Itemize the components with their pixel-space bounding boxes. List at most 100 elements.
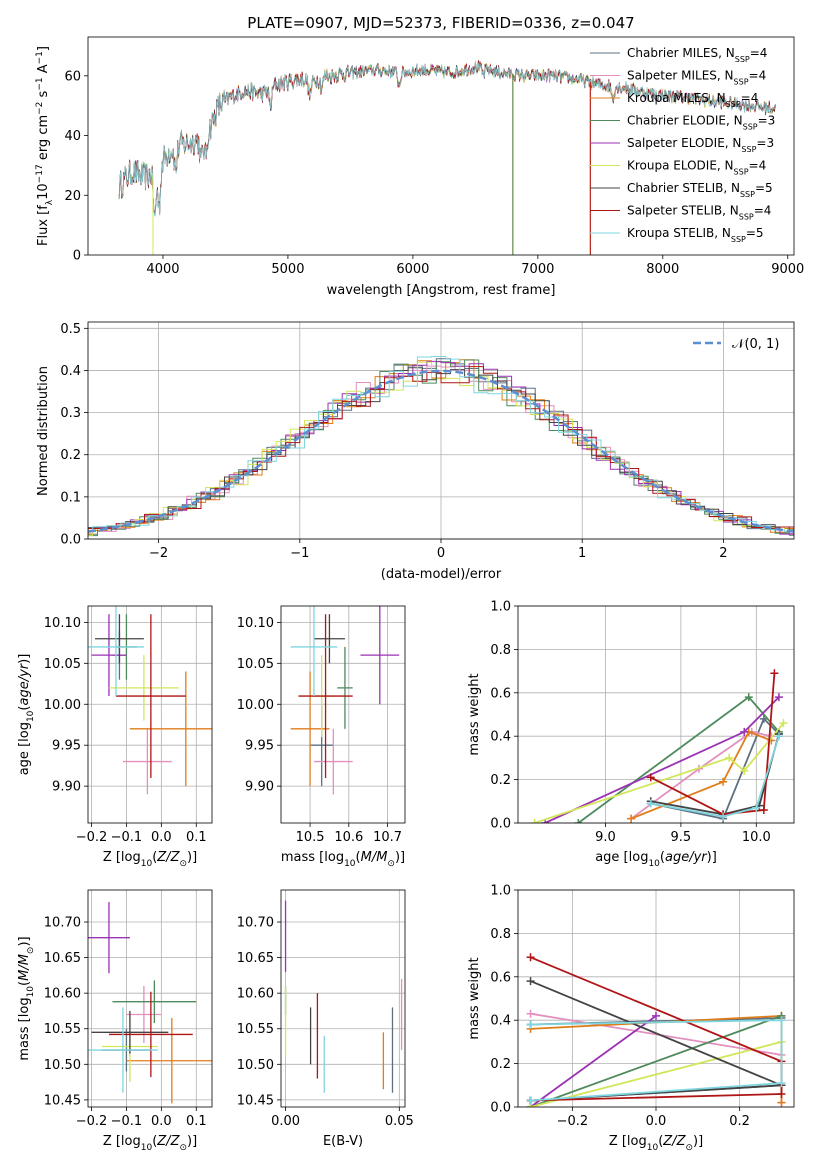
x-tick-label: 4000 bbox=[146, 262, 179, 277]
weight-line-chabrier_elodie bbox=[530, 1015, 782, 1107]
x-tick-label: 10.0 bbox=[742, 830, 771, 845]
weight-line-kroupa_elodie bbox=[530, 1041, 782, 1107]
x-axis-label: Z [log10(Z/Z⊙)] bbox=[103, 850, 197, 869]
weight-marker-kroupa_stelib bbox=[777, 1016, 786, 1025]
axes-frame bbox=[280, 605, 406, 824]
weight-line-salpeter_elodie bbox=[529, 1015, 657, 1107]
x-tick-label: 0 bbox=[437, 546, 445, 561]
x-tick-label: 6000 bbox=[396, 262, 429, 277]
legend-count: =5 bbox=[746, 226, 764, 240]
label-part: 10 bbox=[647, 1143, 659, 1153]
label-part: Z/Z bbox=[156, 850, 180, 865]
label-part: age/yr bbox=[665, 850, 708, 865]
weight-marker-kroupa_stelib bbox=[774, 732, 783, 741]
y-tick-label: 10.50 bbox=[44, 1058, 81, 1073]
legend-label-chabrier_elodie: Chabrier ELODIE, NSSP=3 bbox=[627, 114, 775, 132]
legend-label-kroupa_miles: Kroupa MILES, NSSP=4 bbox=[627, 91, 758, 109]
x-tick-label: 8000 bbox=[646, 262, 679, 277]
y-axis-label: Flux [fλ10−17 erg cm−2 s−1 A−1] bbox=[35, 46, 55, 246]
weight-line-chabrier_elodie bbox=[577, 695, 780, 823]
x-axis-label: E(B-V) bbox=[323, 1134, 363, 1149]
x-tick-label: 0.0 bbox=[646, 1114, 667, 1129]
weight-marker-salpeter_stelib bbox=[777, 1089, 786, 1098]
y-tick-label: 10.50 bbox=[237, 1058, 274, 1073]
x-tick-label: −1 bbox=[290, 546, 309, 561]
label-part: Z/Z bbox=[662, 1134, 686, 1149]
panel-age_weight: 9.0 9.5 10.0 0.0 0.2 0.4 0.6 0.8 1.0 age [log10(a… bbox=[467, 600, 795, 869]
x-tick-label: 0.05 bbox=[385, 1114, 414, 1129]
histogram-chabrier_stelib bbox=[88, 367, 794, 533]
legend-count: =3 bbox=[756, 136, 774, 150]
y-tick-label: 10.05 bbox=[44, 657, 81, 672]
x-tick-label: −0.1 bbox=[111, 1114, 143, 1129]
weight-line-chabrier_miles bbox=[650, 717, 780, 820]
weight-marker-kroupa_elodie bbox=[725, 753, 734, 762]
legend-count: =4 bbox=[754, 204, 772, 218]
y-axis-label: mass [log10(M/M⊙)] bbox=[17, 936, 36, 1060]
label-part: age [log bbox=[17, 722, 32, 775]
x-tick-label: 10.5 bbox=[296, 830, 325, 845]
legend-sub: SSP bbox=[734, 77, 749, 86]
x-tick-label: 0.0 bbox=[151, 1114, 172, 1129]
label-part: ( bbox=[17, 706, 32, 711]
label-part: 10 bbox=[141, 1143, 153, 1153]
legend-count: =4 bbox=[750, 46, 768, 60]
weight-marker-chabrier_elodie bbox=[744, 693, 753, 702]
legend-text: Chabrier MILES, N bbox=[627, 46, 735, 60]
x-tick-label: 10.6 bbox=[334, 830, 363, 845]
axes-frame bbox=[280, 889, 406, 1108]
x-axis-label: age [log10(age/yr)] bbox=[595, 850, 717, 869]
y-tick-label: 10.60 bbox=[237, 987, 274, 1002]
y-tick-label: 10.05 bbox=[237, 657, 274, 672]
weight-marker-kroupa_miles bbox=[627, 814, 636, 823]
y-tick-label: 9.95 bbox=[52, 739, 81, 754]
weight-marker-salpeter_stelib bbox=[770, 669, 779, 678]
plot-area bbox=[88, 902, 212, 1104]
label-part: ( bbox=[356, 850, 361, 865]
label-part: ( bbox=[658, 1134, 663, 1149]
legend-sub: SSP bbox=[740, 190, 755, 199]
x-tick-label: 0.2 bbox=[729, 1114, 750, 1129]
y-tick-label: 40 bbox=[64, 129, 81, 144]
chart-title: PLATE=0907, MJD=52373, FIBERID=0336, z=0… bbox=[247, 14, 634, 32]
label-part: −17 bbox=[35, 164, 45, 183]
legend-label-gaussian: 𝒩(0, 1) bbox=[732, 337, 779, 352]
y-tick-label: 1.0 bbox=[490, 884, 511, 899]
legend-sub: SSP bbox=[731, 235, 746, 244]
label-part: λ bbox=[45, 199, 55, 205]
weight-marker-kroupa_elodie bbox=[740, 766, 749, 775]
legend-label-chabrier_miles: Chabrier MILES, NSSP=4 bbox=[627, 46, 767, 64]
y-tick-label: 10.00 bbox=[237, 698, 274, 713]
weight-marker-salpeter_elodie bbox=[774, 693, 783, 702]
panel-z_weight: −0.2 0.0 0.2 0.0 0.2 0.4 0.6 0.8 1.0 Z [log10(Z/Z… bbox=[467, 884, 795, 1153]
legend-text: Kroupa ELODIE, N bbox=[627, 159, 734, 173]
label-part: age/yr bbox=[17, 662, 32, 705]
label-part: 10 bbox=[648, 859, 660, 869]
legend-sub: SSP bbox=[735, 55, 750, 64]
y-axis-label: Normed distribution bbox=[36, 366, 51, 496]
weight-marker-salpeter_elodie bbox=[740, 727, 749, 736]
label-part: −1 bbox=[35, 51, 45, 64]
weight-marker-salpeter_elodie bbox=[652, 1011, 660, 1020]
label-part: M/M bbox=[17, 954, 32, 981]
plot-area bbox=[284, 900, 403, 1093]
weight-marker-salpeter_stelib bbox=[646, 773, 655, 782]
y-tick-label: 0.6 bbox=[490, 686, 511, 701]
legend-count: =4 bbox=[749, 69, 767, 83]
x-tick-label: 7000 bbox=[521, 262, 554, 277]
x-tick-label: −0.2 bbox=[76, 1114, 108, 1129]
label-part: A bbox=[36, 64, 51, 77]
weight-marker-chabrier_elodie bbox=[574, 819, 583, 823]
label-part: 10 bbox=[36, 183, 51, 200]
x-axis-label: Z [log10(Z/Z⊙)] bbox=[103, 1134, 197, 1153]
x-tick-label: 9000 bbox=[771, 262, 804, 277]
weight-marker-kroupa_miles bbox=[777, 1098, 786, 1107]
plot-area bbox=[290, 606, 400, 795]
label-part: 10 bbox=[344, 859, 356, 869]
label-part: E(B-V) bbox=[323, 1134, 363, 1149]
label-part: )] bbox=[17, 654, 32, 664]
x-axis-label: Z [log10(Z/Z⊙)] bbox=[609, 1134, 703, 1153]
y-tick-label: 0.6 bbox=[490, 970, 511, 985]
label-part: ( bbox=[660, 850, 665, 865]
